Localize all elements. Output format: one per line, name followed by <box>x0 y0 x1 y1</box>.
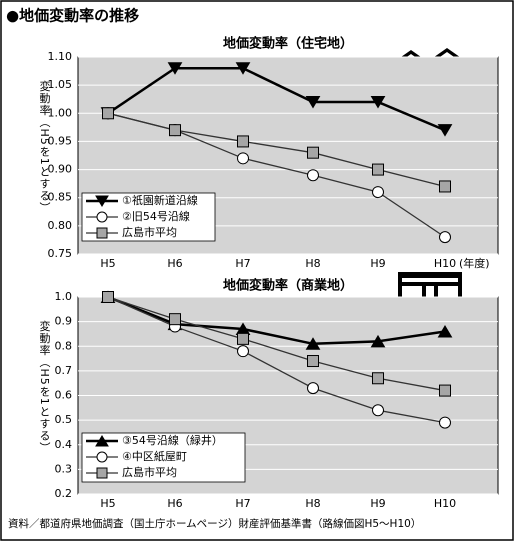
marker <box>307 382 319 395</box>
y-tick-label: 0.6 <box>55 389 73 402</box>
source-note: 資料／都道府県地価調査（国土庁ホームページ）財産評価基準書（路線価図H5～H10… <box>8 517 421 530</box>
marker <box>95 435 109 447</box>
y-tick-label: 0.85 <box>48 191 73 204</box>
marker <box>439 384 451 397</box>
marker <box>307 169 319 182</box>
marker <box>169 124 181 137</box>
marker <box>372 186 384 199</box>
legend-label: ③54号沿線（緑井） <box>122 433 223 447</box>
y-tick-label: 1.0 <box>55 290 73 303</box>
series-line <box>107 295 446 346</box>
series-line <box>107 296 446 424</box>
y-tick-label: 0.75 <box>48 247 73 260</box>
legend-label: 広島市平均 <box>122 465 177 479</box>
marker <box>96 467 108 479</box>
y-tick-label: 0.8 <box>55 339 73 352</box>
x-tick-label: H5 <box>100 497 115 510</box>
chart-title: 地価変動率（住宅地） <box>223 36 353 52</box>
x-tick-label: H8 <box>305 257 320 270</box>
series-line <box>107 296 446 392</box>
marker <box>237 135 249 148</box>
x-tick-label: H6 <box>167 497 182 510</box>
marker <box>237 332 249 345</box>
marker <box>237 345 249 358</box>
x-tick-label: H7 <box>235 497 250 510</box>
marker <box>372 163 384 176</box>
marker <box>96 211 108 223</box>
marker <box>370 96 386 109</box>
x-tick-label: H6 <box>167 257 182 270</box>
y-tick-label: 0.5 <box>55 413 73 426</box>
marker <box>235 62 251 75</box>
y-axis-label: 変動率（H5を1とする） <box>38 319 51 454</box>
figure-title: ●地価変動率の推移 <box>6 7 139 25</box>
chart-title: 地価変動率（商業地） <box>223 278 353 294</box>
marker <box>307 355 319 368</box>
marker <box>437 324 453 338</box>
y-axis-label: 変動率（H5を1とする） <box>38 79 51 214</box>
y-tick-label: 0.95 <box>48 134 73 147</box>
x-tick-label: H9 <box>370 497 385 510</box>
y-tick-label: 0.90 <box>48 163 73 176</box>
x-tick-label: H10 <box>434 497 456 510</box>
legend-label: ①祇園新道沿線 <box>122 193 198 207</box>
y-tick-label: 0.7 <box>55 364 73 377</box>
marker <box>167 62 183 75</box>
marker <box>96 227 108 239</box>
marker <box>102 107 114 120</box>
y-tick-label: 0.3 <box>55 462 73 475</box>
marker <box>96 451 108 463</box>
legend-label: 広島市平均 <box>122 225 177 239</box>
marker <box>169 313 181 326</box>
x-tick-label: H10 <box>434 257 456 270</box>
series-line <box>107 112 446 188</box>
y-tick-label: 0.80 <box>48 219 73 232</box>
marker <box>237 152 249 165</box>
marker <box>372 372 384 385</box>
marker <box>372 404 384 417</box>
legend-label: ②旧54号沿線 <box>122 209 190 223</box>
marker <box>307 146 319 159</box>
marker <box>370 334 386 348</box>
marker <box>439 231 451 244</box>
y-tick-label: 1.00 <box>48 106 73 119</box>
marker <box>437 124 453 137</box>
x-tick-label: H5 <box>100 257 115 270</box>
y-tick-label: 0.2 <box>55 487 73 500</box>
y-tick-label: 0.9 <box>55 315 73 328</box>
series-line <box>107 67 446 132</box>
x-tick-label: H8 <box>305 497 320 510</box>
y-tick-label: 1.10 <box>48 50 73 63</box>
x-tick-label: H9 <box>370 257 385 270</box>
marker <box>439 180 451 193</box>
marker <box>95 195 109 207</box>
y-tick-label: 0.4 <box>55 438 73 451</box>
y-tick-label: 1.05 <box>48 78 73 91</box>
marker <box>305 337 321 350</box>
marker <box>102 291 114 303</box>
x-tick-label: H7 <box>235 257 250 270</box>
marker <box>439 416 451 429</box>
marker <box>305 96 321 109</box>
x-unit: (年度) <box>459 256 490 270</box>
legend-label: ④中区紙屋町 <box>122 449 187 463</box>
